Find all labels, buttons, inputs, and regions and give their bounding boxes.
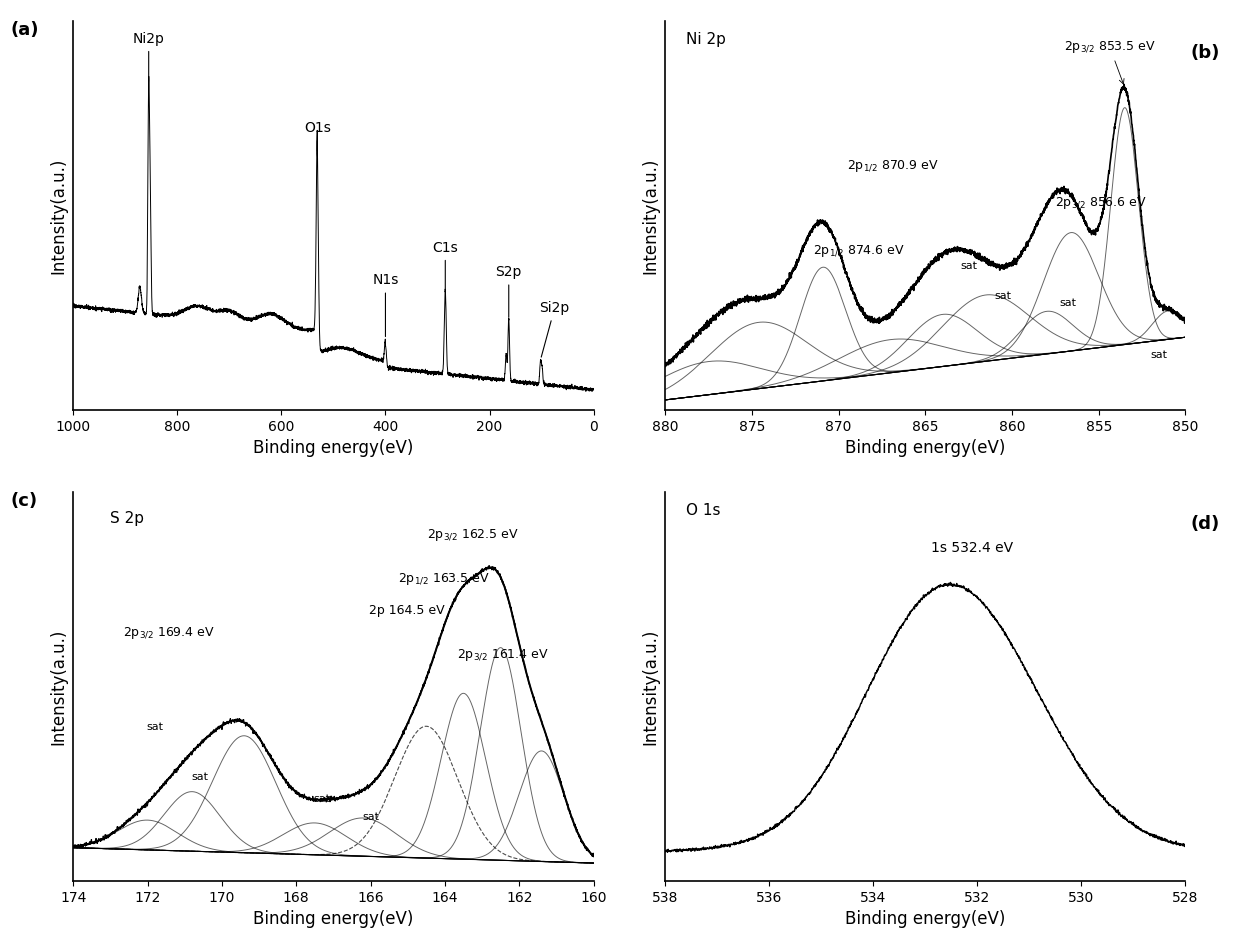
Text: 2p$_{3/2}$ 169.4 eV: 2p$_{3/2}$ 169.4 eV bbox=[123, 625, 215, 641]
Text: sat: sat bbox=[960, 261, 977, 271]
Text: S2p: S2p bbox=[496, 266, 522, 317]
Text: O1s: O1s bbox=[304, 121, 331, 151]
Text: 2p$_{3/2}$ 161.4 eV: 2p$_{3/2}$ 161.4 eV bbox=[458, 647, 549, 662]
Y-axis label: Intensity(a.u.): Intensity(a.u.) bbox=[641, 158, 660, 273]
Text: 2p$_{1/2}$ 874.6 eV: 2p$_{1/2}$ 874.6 eV bbox=[812, 244, 904, 259]
X-axis label: Binding energy(eV): Binding energy(eV) bbox=[253, 910, 414, 928]
Text: sat: sat bbox=[1059, 298, 1076, 308]
Text: 2p$_{3/2}$ 853.5 eV: 2p$_{3/2}$ 853.5 eV bbox=[1064, 40, 1156, 84]
Text: sat: sat bbox=[362, 811, 379, 822]
Text: (c): (c) bbox=[11, 492, 38, 510]
Text: 1s 532.4 eV: 1s 532.4 eV bbox=[931, 541, 1013, 555]
Text: Ni2p: Ni2p bbox=[133, 32, 165, 77]
Text: (d): (d) bbox=[1190, 515, 1220, 533]
X-axis label: Binding energy(eV): Binding energy(eV) bbox=[846, 910, 1006, 928]
Text: 2p$_{1/2}$ 870.9 eV: 2p$_{1/2}$ 870.9 eV bbox=[847, 158, 939, 174]
X-axis label: Binding energy(eV): Binding energy(eV) bbox=[253, 439, 414, 457]
Text: 2p$_{1/2}$ 163.5 eV: 2p$_{1/2}$ 163.5 eV bbox=[398, 571, 490, 586]
Y-axis label: Intensity(a.u.): Intensity(a.u.) bbox=[50, 628, 68, 745]
Text: sat: sat bbox=[146, 721, 164, 732]
Text: N1s: N1s bbox=[372, 273, 398, 337]
Text: S 2p: S 2p bbox=[109, 511, 144, 526]
Text: C1s: C1s bbox=[433, 241, 458, 289]
Text: 2p$_{3/2}$ 162.5 eV: 2p$_{3/2}$ 162.5 eV bbox=[428, 528, 520, 544]
Y-axis label: Intensity(a.u.): Intensity(a.u.) bbox=[641, 628, 660, 745]
Text: 2p 164.5 eV: 2p 164.5 eV bbox=[370, 605, 445, 618]
Y-axis label: Intensity(a.u.): Intensity(a.u.) bbox=[50, 158, 68, 273]
Text: Si2p: Si2p bbox=[539, 302, 569, 357]
Text: O 1s: O 1s bbox=[686, 503, 720, 518]
Text: 2p$_{3/2}$ 856.6 eV: 2p$_{3/2}$ 856.6 eV bbox=[1055, 195, 1147, 211]
Text: Ni 2p: Ni 2p bbox=[686, 32, 725, 47]
Text: (b): (b) bbox=[1190, 45, 1220, 63]
Text: sat: sat bbox=[1151, 350, 1168, 360]
Text: sat: sat bbox=[314, 793, 331, 804]
Text: sat: sat bbox=[994, 290, 1012, 301]
Text: sat: sat bbox=[191, 772, 208, 782]
X-axis label: Binding energy(eV): Binding energy(eV) bbox=[846, 439, 1006, 457]
Text: (a): (a) bbox=[11, 21, 40, 39]
